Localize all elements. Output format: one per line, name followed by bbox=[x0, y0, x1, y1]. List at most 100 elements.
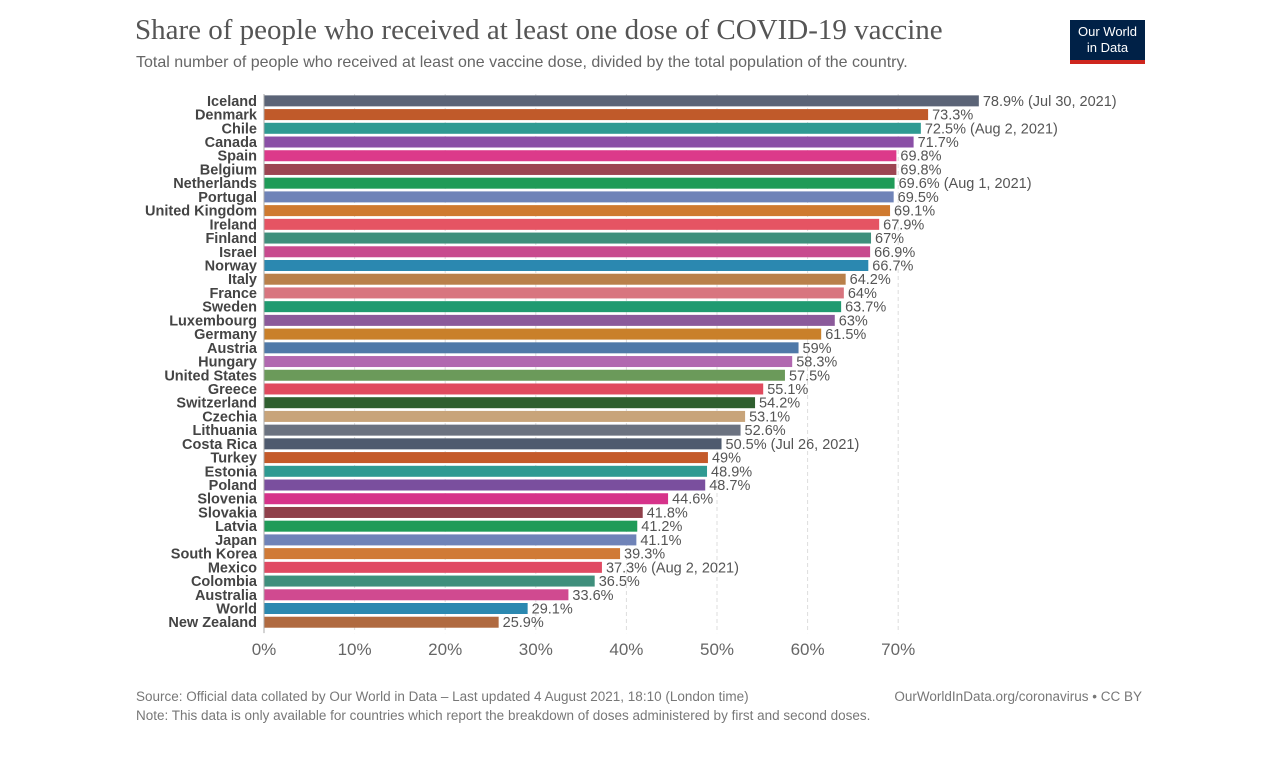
x-tick-label-30: 30% bbox=[519, 640, 553, 659]
category-label: Poland bbox=[209, 478, 257, 494]
bar-switzerland[interactable] bbox=[264, 397, 756, 409]
category-label: France bbox=[209, 286, 257, 302]
data-note: Note: This data is only available for co… bbox=[136, 708, 871, 723]
category-label: Czechia bbox=[202, 409, 258, 425]
bar-estonia[interactable] bbox=[264, 465, 708, 477]
bar-chart: 0% 10% 20% 30% 40% 50% 60% 70% Iceland 78.9% (Jul… bbox=[145, 94, 1117, 659]
logo-line-2: in Data bbox=[1086, 40, 1129, 55]
category-label: Austria bbox=[207, 341, 258, 357]
bar-canada[interactable] bbox=[264, 136, 914, 148]
bar-norway[interactable] bbox=[264, 260, 869, 271]
bar-belgium[interactable] bbox=[264, 163, 897, 175]
bar-costa-rica[interactable] bbox=[264, 438, 722, 450]
category-label: Australia bbox=[195, 588, 258, 604]
value-label: 63% bbox=[839, 313, 868, 329]
category-label: Germany bbox=[194, 327, 257, 343]
category-label: Mexico bbox=[208, 560, 257, 576]
bar-hungary[interactable] bbox=[264, 356, 793, 368]
value-label: 71.7% bbox=[918, 135, 959, 151]
value-label: 59% bbox=[803, 341, 832, 357]
chart-subtitle: Total number of people who received at l… bbox=[136, 54, 908, 71]
category-label: Spain bbox=[218, 149, 257, 165]
bar-japan[interactable] bbox=[264, 534, 637, 546]
value-label: 69.6% (Aug 1, 2021) bbox=[899, 176, 1032, 192]
logo-line-1: Our World bbox=[1078, 24, 1137, 39]
category-label: Denmark bbox=[195, 108, 258, 124]
bar-sweden[interactable] bbox=[264, 301, 842, 313]
category-label: South Korea bbox=[171, 547, 258, 563]
category-label: Latvia bbox=[215, 519, 258, 535]
category-label: Japan bbox=[215, 533, 257, 549]
category-label: Estonia bbox=[205, 464, 258, 480]
category-label: Luxembourg bbox=[169, 313, 257, 329]
category-label: Switzerland bbox=[176, 396, 257, 412]
credit-link[interactable]: OurWorldInData.org/coronavirus • CC BY bbox=[894, 689, 1142, 704]
bar-italy[interactable] bbox=[264, 273, 846, 285]
category-label: Chile bbox=[222, 121, 257, 137]
bar-turkey[interactable] bbox=[264, 452, 708, 464]
bar-poland[interactable] bbox=[264, 479, 706, 491]
value-label: 36.5% bbox=[599, 574, 640, 590]
category-label: Portugal bbox=[198, 190, 257, 206]
bar-slovakia[interactable] bbox=[264, 506, 643, 518]
category-label: Israel bbox=[219, 245, 257, 261]
bar-united-kingdom[interactable] bbox=[264, 205, 891, 217]
bar-world[interactable] bbox=[264, 603, 528, 614]
chart-title: Share of people who received at least on… bbox=[135, 14, 943, 46]
x-tick-label-40: 40% bbox=[609, 640, 643, 659]
bar-finland[interactable] bbox=[264, 232, 872, 244]
value-label: 64% bbox=[848, 286, 877, 302]
bar-lithuania[interactable] bbox=[264, 424, 741, 436]
source-note: Source: Official data collated by Our Wo… bbox=[136, 689, 749, 704]
value-label: 67.9% bbox=[883, 217, 924, 233]
bar-netherlands[interactable] bbox=[264, 177, 895, 189]
bar-israel[interactable] bbox=[264, 246, 871, 258]
bar-ireland[interactable] bbox=[264, 218, 880, 230]
value-label: 69.1% bbox=[894, 204, 935, 220]
bar-mexico[interactable] bbox=[264, 561, 602, 573]
value-label: 54.2% bbox=[759, 396, 800, 412]
bar-new-zealand[interactable] bbox=[264, 616, 499, 628]
bar-slovenia[interactable] bbox=[264, 493, 669, 505]
value-label: 29.1% bbox=[532, 602, 573, 618]
bar-germany[interactable] bbox=[264, 328, 822, 340]
category-label: United Kingdom bbox=[145, 204, 257, 220]
category-label: Finland bbox=[205, 231, 257, 247]
value-label: 44.6% bbox=[672, 492, 713, 508]
value-label: 78.9% (Jul 30, 2021) bbox=[983, 94, 1117, 110]
value-label: 52.6% bbox=[745, 423, 786, 439]
category-label: Costa Rica bbox=[182, 437, 258, 453]
value-label: 41.8% bbox=[647, 505, 688, 521]
bar-greece[interactable] bbox=[264, 383, 764, 395]
category-label: World bbox=[216, 602, 257, 618]
value-label: 66.9% bbox=[874, 245, 915, 261]
value-label: 41.2% bbox=[641, 519, 682, 535]
value-label: 39.3% bbox=[624, 547, 665, 563]
value-label: 61.5% bbox=[825, 327, 866, 343]
bar-iceland[interactable] bbox=[264, 95, 979, 107]
value-label: 25.9% bbox=[503, 615, 544, 631]
bar-france[interactable] bbox=[264, 287, 844, 299]
value-label: 48.9% bbox=[711, 464, 752, 480]
owid-logo[interactable]: Our World in Data bbox=[1070, 20, 1145, 64]
bar-australia[interactable] bbox=[264, 589, 569, 601]
category-label: Slovakia bbox=[198, 505, 258, 521]
bar-latvia[interactable] bbox=[264, 520, 638, 532]
x-tick-label-0: 0% bbox=[252, 640, 277, 659]
bar-colombia[interactable] bbox=[264, 575, 595, 587]
value-label: 49% bbox=[712, 451, 741, 467]
bar-chile[interactable] bbox=[264, 122, 921, 134]
bar-denmark[interactable] bbox=[264, 109, 929, 121]
bar-portugal[interactable] bbox=[264, 191, 894, 203]
bar-united-states[interactable] bbox=[264, 369, 785, 381]
bar-spain[interactable] bbox=[264, 150, 897, 162]
category-label: Sweden bbox=[202, 300, 257, 316]
category-label: Hungary bbox=[198, 355, 257, 371]
bar-luxembourg[interactable] bbox=[264, 314, 835, 326]
category-label: Netherlands bbox=[173, 176, 257, 192]
value-label: 73.3% bbox=[932, 108, 973, 124]
bar-czechia[interactable] bbox=[264, 410, 746, 422]
bar-south-korea[interactable] bbox=[264, 548, 621, 560]
bar-austria[interactable] bbox=[264, 342, 799, 354]
value-label: 57.5% bbox=[789, 368, 830, 384]
